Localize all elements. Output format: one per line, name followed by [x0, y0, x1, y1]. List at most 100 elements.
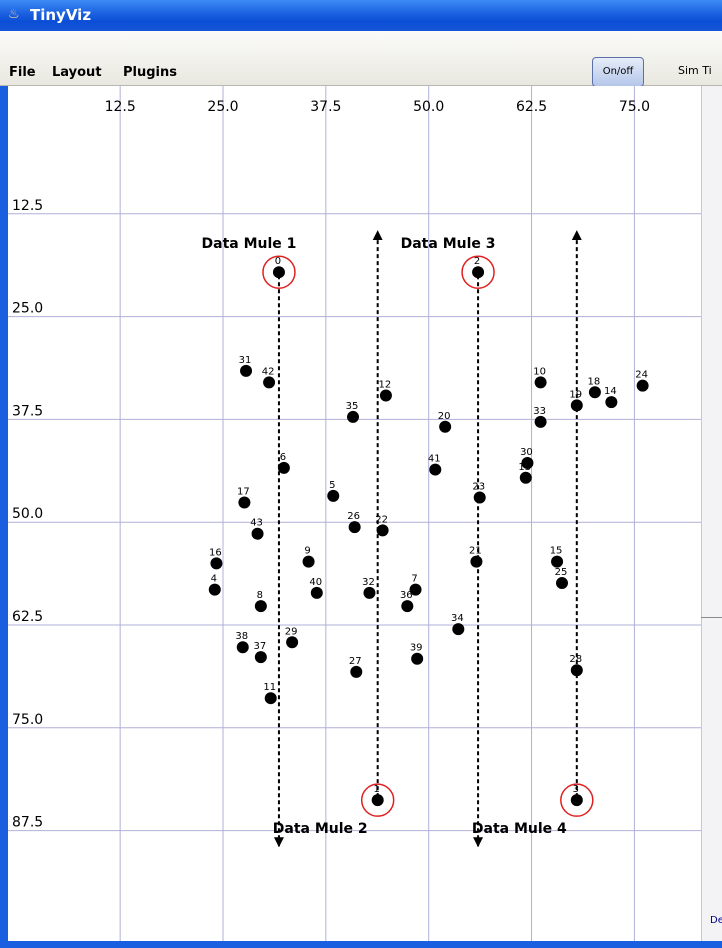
sensor-node[interactable]: [264, 692, 277, 705]
sensor-node[interactable]: [470, 555, 483, 568]
node-id-label: 12: [379, 380, 392, 391]
sensor-node[interactable]: [411, 652, 424, 665]
sensor-node[interactable]: [254, 651, 267, 664]
sensor-node[interactable]: [327, 489, 340, 502]
node-id-label: 14: [604, 386, 617, 397]
mule-ring: [360, 783, 395, 817]
node-id-label: 29: [285, 626, 298, 637]
mule-label: Data Mule 3: [401, 236, 496, 252]
node-id-label: 19: [569, 389, 582, 400]
node-id-label: 34: [451, 613, 464, 624]
node-id-label: 11: [263, 682, 276, 693]
node-id-label: 17: [237, 486, 250, 497]
sensor-node[interactable]: [286, 636, 299, 649]
sensor-node[interactable]: [236, 641, 249, 654]
node-id-label: 20: [438, 411, 451, 422]
node-id-label: 2: [474, 256, 480, 267]
node-id-label: 26: [347, 511, 360, 522]
sensor-node[interactable]: [519, 471, 532, 484]
x-tick-label: 37.5: [310, 99, 341, 115]
y-tick-label: 62.5: [12, 609, 43, 625]
side-panel-text: De: [710, 915, 722, 926]
sensor-node[interactable]: [636, 379, 649, 392]
node-id-label: 16: [209, 547, 222, 558]
menu-plugins[interactable]: Plugins: [123, 65, 177, 80]
sensor-node[interactable]: [473, 491, 486, 504]
menu-file[interactable]: File: [9, 65, 36, 80]
sensor-node[interactable]: [379, 389, 392, 402]
node-id-label: 27: [349, 656, 362, 667]
network-visualization: 12.5 25.0 37.5 50.0 62.5 75.0 87.5 12.5 25.0 37.5…: [8, 86, 722, 941]
y-tick-label: 37.5: [12, 403, 43, 419]
sensor-node[interactable]: [350, 665, 363, 678]
sensor-node[interactable]: [570, 664, 583, 677]
node-id-label: 6: [280, 452, 286, 463]
sensor-node[interactable]: [348, 521, 361, 534]
java-cup-icon: ♨: [8, 7, 20, 22]
menu-layout[interactable]: Layout: [52, 65, 102, 80]
node-id-label: 21: [469, 546, 482, 557]
x-tick-label: 50.0: [413, 99, 444, 115]
node-id-label: 25: [555, 567, 568, 578]
sensor-node[interactable]: [208, 583, 221, 596]
mule-ring: [560, 783, 594, 817]
window-bottom-border: [0, 941, 722, 948]
sensor-node[interactable]: [238, 496, 251, 509]
sensor-node[interactable]: [347, 410, 360, 423]
sensor-node[interactable]: [302, 555, 315, 568]
sensor-node[interactable]: [439, 420, 452, 433]
node-id-label: 41: [428, 454, 441, 465]
node-id-label: 33: [533, 406, 546, 417]
sensor-node[interactable]: [555, 577, 568, 590]
node-id-label: 37: [253, 641, 266, 652]
y-tick-label: 12.5: [12, 198, 43, 214]
sensor-node[interactable]: [363, 586, 376, 599]
sensor-node[interactable]: [240, 364, 253, 377]
node-id-label: 23: [472, 482, 485, 493]
node-id-label: 5: [329, 480, 335, 491]
sensor-node[interactable]: [210, 557, 223, 570]
mule-label: Data Mule 2: [273, 821, 368, 837]
sensor-node[interactable]: [277, 461, 290, 474]
sensor-node[interactable]: [605, 396, 618, 409]
node-id-label: 32: [362, 577, 375, 588]
x-tick-label: 62.5: [516, 99, 547, 115]
node-id-label: 43: [250, 518, 263, 529]
sensor-node[interactable]: [521, 456, 534, 469]
window-left-border: [0, 86, 8, 941]
y-tick-label: 25.0: [12, 301, 43, 317]
node-id-label: 7: [411, 574, 417, 585]
y-tick-label: 75.0: [12, 712, 43, 728]
sensor-node[interactable]: [429, 463, 442, 476]
sensor-node[interactable]: [534, 376, 547, 389]
sensor-node[interactable]: [401, 600, 414, 613]
side-panel: [701, 86, 722, 941]
mule-label: Data Mule 4: [472, 821, 567, 837]
sensor-node[interactable]: [409, 583, 422, 596]
sensor-node[interactable]: [570, 399, 583, 412]
sensor-node[interactable]: [588, 386, 601, 399]
sim-time-label: Sim Ti: [678, 64, 712, 77]
node-id-label: 36: [400, 590, 413, 601]
sensor-node[interactable]: [371, 794, 384, 807]
sensor-node[interactable]: [376, 524, 389, 537]
sensor-node[interactable]: [251, 527, 264, 540]
mule-label: Data Mule 1: [202, 236, 297, 252]
side-panel-divider: [701, 617, 722, 618]
on-off-button[interactable]: On/off: [592, 57, 644, 87]
sensor-node[interactable]: [310, 586, 323, 599]
sensor-node[interactable]: [570, 794, 583, 807]
mule-ring: [461, 255, 495, 289]
sensor-node[interactable]: [534, 415, 547, 428]
sensor-node[interactable]: [551, 555, 564, 568]
sensor-node[interactable]: [472, 266, 485, 279]
sensor-node[interactable]: [272, 266, 285, 279]
sensor-node[interactable]: [263, 376, 276, 389]
sensor-node[interactable]: [452, 623, 465, 636]
network-canvas[interactable]: 12.5 25.0 37.5 50.0 62.5 75.0 87.5 12.5 25.0 37.5…: [8, 86, 722, 941]
sensor-node[interactable]: [254, 600, 267, 613]
x-tick-label: 75.0: [619, 99, 650, 115]
node-id-label: 1: [373, 784, 379, 795]
node-id-label: 4: [211, 574, 217, 585]
node-id-label: 39: [410, 643, 423, 654]
